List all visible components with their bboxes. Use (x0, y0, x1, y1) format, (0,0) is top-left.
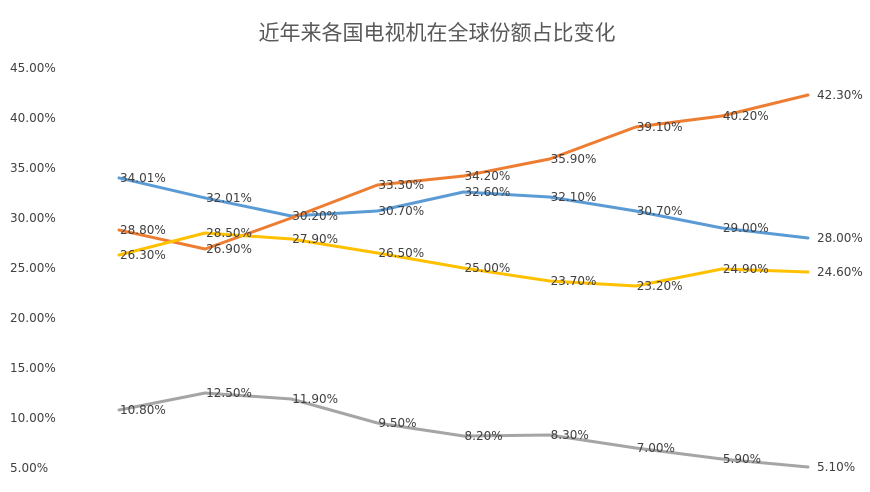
data-label: 5.10% (817, 460, 855, 474)
data-label: 26.90% (206, 242, 252, 256)
data-label: 32.60% (465, 185, 511, 199)
data-label: 34.20% (465, 169, 511, 183)
data-label: 8.30% (551, 428, 589, 442)
y-tick-label: 35.00% (10, 161, 56, 175)
data-label: 12.50% (206, 386, 252, 400)
data-label: 39.10% (637, 120, 683, 134)
data-label: 24.60% (817, 265, 863, 279)
y-tick-label: 10.00% (10, 411, 56, 425)
data-label: 26.30% (120, 248, 166, 262)
data-label: 9.50% (378, 416, 416, 430)
data-label: 24.90% (723, 262, 769, 276)
y-tick-label: 25.00% (10, 261, 56, 275)
series-line-4 (117, 391, 810, 469)
data-label: 32.01% (206, 191, 252, 205)
y-tick-label: 5.00% (10, 461, 48, 475)
y-tick-label: 30.00% (10, 211, 56, 225)
data-labels: 34.01% 32.01% 30.20% 30.70% 32.60% 32.10% 30.7… (120, 88, 863, 474)
y-tick-label: 20.00% (10, 311, 56, 325)
series-line-3 (117, 231, 810, 288)
data-label: 29.00% (723, 221, 769, 235)
data-label: 7.00% (637, 441, 675, 455)
data-label: 28.00% (817, 231, 863, 245)
y-axis: 5.00% 10.00% 15.00% 20.00% 25.00% 30.00% 35.00… (10, 61, 56, 475)
data-label: 28.80% (120, 223, 166, 237)
y-tick-label: 15.00% (10, 361, 56, 375)
data-label: 30.70% (378, 204, 424, 218)
data-label: 30.70% (637, 204, 683, 218)
chart-title: 近年来各国电视机在全球份额占比变化 (259, 21, 616, 45)
data-label: 42.30% (817, 88, 863, 102)
data-label: 23.20% (637, 279, 683, 293)
data-label: 26.50% (378, 246, 424, 260)
data-label: 32.10% (551, 190, 597, 204)
data-label: 25.00% (465, 261, 511, 275)
data-label: 33.30% (378, 178, 424, 192)
data-label: 35.90% (551, 152, 597, 166)
data-label: 5.90% (723, 452, 761, 466)
data-label: 27.90% (292, 232, 338, 246)
data-label: 40.20% (723, 109, 769, 123)
data-label: 30.20% (292, 209, 338, 223)
data-label: 10.80% (120, 403, 166, 417)
plot-area (117, 93, 810, 469)
data-label: 8.20% (465, 429, 503, 443)
y-tick-label: 40.00% (10, 111, 56, 125)
data-label: 23.70% (551, 274, 597, 288)
data-label: 11.90% (292, 392, 338, 406)
data-label: 28.50% (206, 226, 252, 240)
y-tick-label: 45.00% (10, 61, 56, 75)
data-label: 34.01% (120, 171, 166, 185)
